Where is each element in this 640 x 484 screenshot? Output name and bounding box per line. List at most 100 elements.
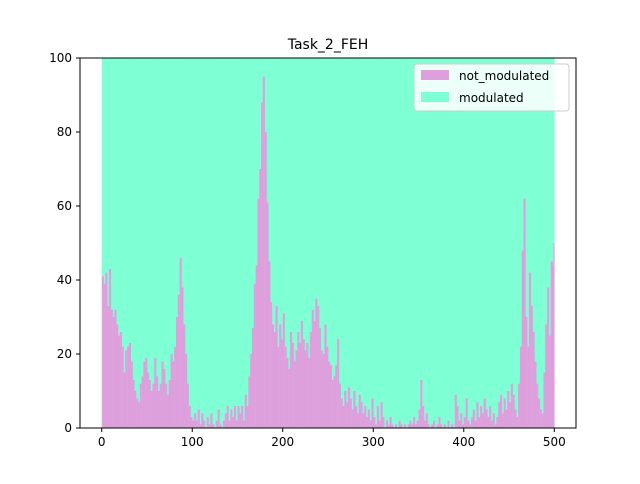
bar-not-modulated bbox=[509, 402, 512, 428]
bar-modulated bbox=[121, 58, 124, 347]
bar-modulated bbox=[105, 58, 108, 273]
bar-modulated bbox=[449, 58, 452, 428]
bar-modulated bbox=[548, 58, 551, 336]
bar-modulated bbox=[226, 58, 229, 406]
bar-not-modulated bbox=[364, 405, 367, 428]
bar-modulated bbox=[208, 58, 211, 425]
bar-not-modulated bbox=[553, 243, 555, 428]
bar-modulated bbox=[516, 58, 519, 417]
bar-not-modulated bbox=[268, 261, 271, 428]
legend-label-modulated: modulated bbox=[459, 91, 524, 105]
bar-not-modulated bbox=[532, 331, 535, 428]
bar-modulated bbox=[507, 58, 510, 391]
bar-modulated bbox=[509, 58, 512, 403]
bar-not-modulated bbox=[320, 350, 323, 428]
y-tick-label: 20 bbox=[57, 347, 72, 361]
bar-modulated bbox=[201, 58, 204, 414]
bar-modulated bbox=[154, 58, 157, 358]
bar-modulated bbox=[251, 58, 255, 329]
bar-modulated bbox=[442, 58, 445, 428]
bar-modulated bbox=[103, 58, 106, 284]
bar-not-modulated bbox=[474, 420, 477, 428]
bar-modulated bbox=[150, 58, 153, 391]
bar-not-modulated bbox=[116, 324, 119, 428]
bar-not-modulated bbox=[469, 424, 472, 428]
bar-not-modulated bbox=[112, 317, 115, 428]
bar-modulated bbox=[302, 58, 305, 340]
bar-not-modulated bbox=[275, 305, 278, 428]
bar-modulated bbox=[525, 58, 528, 317]
bar-not-modulated bbox=[510, 383, 513, 428]
bar-not-modulated bbox=[300, 320, 303, 428]
bar-modulated bbox=[331, 58, 334, 380]
bar-not-modulated bbox=[118, 335, 121, 428]
bar-modulated bbox=[414, 58, 417, 425]
bar-modulated bbox=[400, 58, 403, 425]
bar-modulated bbox=[550, 58, 553, 262]
bar-modulated bbox=[503, 58, 506, 399]
bar-not-modulated bbox=[404, 424, 407, 428]
bar-modulated bbox=[224, 58, 227, 414]
bar-modulated bbox=[342, 58, 345, 406]
bar-modulated bbox=[114, 58, 117, 310]
bar-not-modulated bbox=[512, 394, 515, 428]
bar-not-modulated bbox=[337, 339, 340, 428]
bar-not-modulated bbox=[552, 265, 554, 428]
bar-modulated bbox=[145, 58, 148, 358]
bar-not-modulated bbox=[148, 379, 151, 428]
y-tick-label: 40 bbox=[57, 273, 72, 287]
bar-modulated bbox=[277, 58, 280, 347]
bar-not-modulated bbox=[136, 398, 139, 428]
bar-not-modulated bbox=[299, 342, 302, 428]
bar-not-modulated bbox=[168, 379, 171, 428]
bar-modulated bbox=[434, 58, 437, 428]
bar-modulated bbox=[521, 58, 524, 251]
bar-modulated bbox=[369, 58, 372, 421]
bar-not-modulated bbox=[344, 391, 347, 428]
bar-not-modulated bbox=[465, 398, 468, 428]
bar-modulated bbox=[108, 58, 112, 269]
bar-not-modulated bbox=[224, 413, 227, 428]
bar-modulated bbox=[230, 58, 233, 410]
bar-modulated bbox=[136, 58, 139, 399]
bar-modulated bbox=[471, 58, 474, 417]
bar-not-modulated bbox=[356, 413, 360, 428]
bar-not-modulated bbox=[154, 357, 157, 428]
bar-not-modulated bbox=[194, 413, 197, 428]
bar-not-modulated bbox=[127, 346, 130, 428]
bar-not-modulated bbox=[460, 413, 463, 428]
bar-modulated bbox=[172, 58, 175, 362]
bar-modulated bbox=[407, 58, 410, 425]
bar-not-modulated bbox=[212, 424, 215, 428]
bar-modulated bbox=[499, 58, 503, 395]
bar-modulated bbox=[270, 58, 273, 303]
bar-modulated bbox=[204, 58, 208, 428]
bar-not-modulated bbox=[241, 405, 244, 428]
bar-not-modulated bbox=[333, 376, 336, 428]
bar-not-modulated bbox=[376, 405, 379, 428]
bar-modulated bbox=[183, 58, 186, 325]
bar-not-modulated bbox=[159, 383, 162, 428]
bar-modulated bbox=[223, 58, 226, 421]
bar-modulated bbox=[338, 58, 341, 384]
bar-not-modulated bbox=[237, 405, 240, 428]
bar-modulated bbox=[427, 58, 430, 425]
bar-modulated bbox=[257, 58, 260, 199]
bar-not-modulated bbox=[195, 420, 198, 428]
bar-not-modulated bbox=[192, 420, 195, 428]
bar-not-modulated bbox=[436, 424, 439, 428]
bar-modulated bbox=[166, 58, 169, 395]
bar-not-modulated bbox=[530, 305, 533, 428]
bar-modulated bbox=[431, 58, 434, 425]
bar-not-modulated bbox=[203, 420, 206, 428]
bar-modulated bbox=[396, 58, 399, 428]
bar-modulated bbox=[174, 58, 177, 347]
bar-modulated bbox=[143, 58, 146, 362]
bar-modulated bbox=[480, 58, 483, 406]
bar-not-modulated bbox=[489, 405, 492, 428]
bar-not-modulated bbox=[387, 424, 390, 428]
bar-not-modulated bbox=[525, 317, 528, 428]
bar-not-modulated bbox=[309, 331, 313, 428]
bar-not-modulated bbox=[420, 379, 423, 428]
